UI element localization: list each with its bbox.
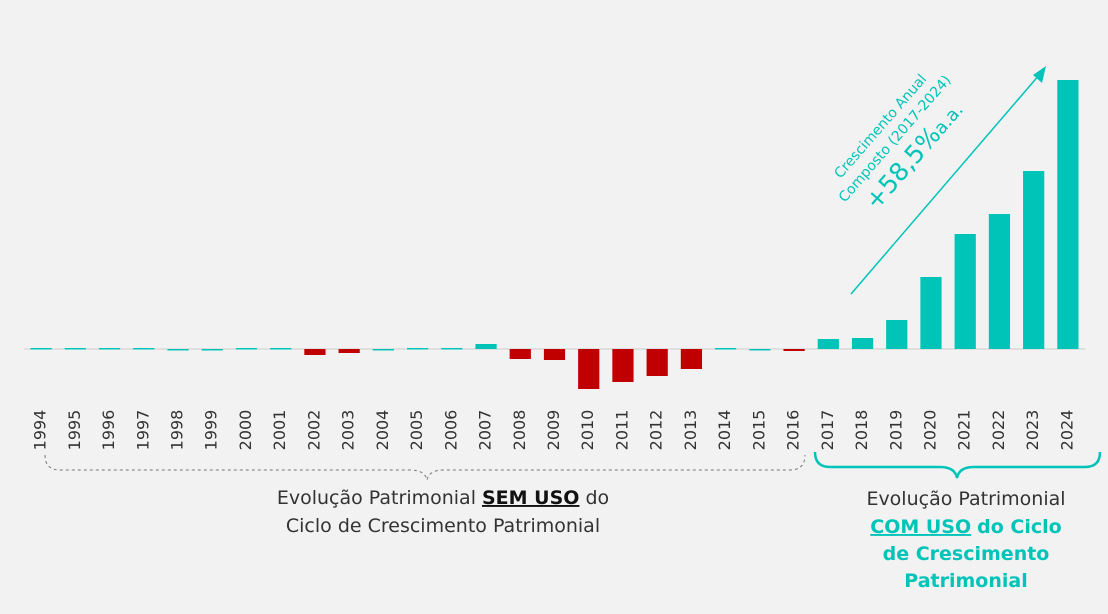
bar: [1023, 171, 1045, 349]
bar: [578, 349, 600, 389]
x-tick-label: 1995: [65, 410, 84, 451]
bar: [783, 349, 805, 351]
bar: [98, 348, 121, 350]
right-brace: [813, 451, 1102, 479]
right-note: Evolução Patrimonial: [866, 488, 1065, 510]
x-tick-label: 2020: [920, 410, 939, 451]
x-tick-label: 2017: [818, 410, 837, 451]
x-tick-label: 2007: [476, 410, 495, 451]
x-tick-label: 2002: [304, 410, 323, 451]
right-note: de Crescimento: [883, 543, 1050, 565]
bar: [133, 348, 155, 350]
x-tick-label: 2012: [647, 410, 666, 451]
x-tick-label: 2024: [1057, 410, 1076, 451]
x-tick-label: 2022: [989, 410, 1008, 451]
bar: [817, 339, 839, 349]
note-text: Evolução Patrimonial: [277, 487, 476, 509]
left-note: Ciclo de Crescimento Patrimonial: [286, 515, 600, 537]
x-tick-label: 2000: [236, 410, 255, 451]
x-tick-label: 2003: [339, 410, 358, 451]
bar: [338, 349, 360, 353]
bar: [441, 348, 463, 350]
bar: [646, 349, 668, 376]
x-tick-label: 2019: [886, 410, 905, 451]
bar: [304, 349, 326, 355]
bar: [64, 348, 86, 350]
x-tick-label: 1999: [202, 410, 221, 451]
left-brace: [44, 454, 806, 481]
bar: [749, 349, 771, 351]
x-tick-label: 2005: [407, 410, 426, 451]
note-emphasis: COM USO: [870, 516, 971, 538]
trend-arrow: [850, 73, 1041, 295]
note-emphasis: SEM USO: [482, 487, 579, 509]
bar: [372, 349, 394, 351]
x-tick-label: 1996: [99, 410, 118, 451]
x-tick-label: 2018: [852, 410, 871, 451]
x-tick-label: 1998: [168, 410, 187, 451]
x-tick-label: 2013: [681, 410, 700, 451]
left-note: Evolução Patrimonial SEM USO do: [277, 487, 609, 509]
x-tick-label: 2023: [1023, 410, 1042, 451]
note-text: do: [585, 487, 609, 509]
bar: [509, 349, 531, 359]
bar: [920, 277, 942, 349]
bar: [680, 349, 703, 369]
bar: [1057, 80, 1079, 349]
bar: [988, 214, 1011, 349]
note-text: do Ciclo: [977, 516, 1062, 538]
x-tick-label: 2021: [955, 410, 974, 451]
x-tick-label: 1997: [133, 410, 152, 451]
bar: [954, 234, 976, 349]
bar: [543, 349, 566, 360]
x-tick-label: 2008: [510, 410, 529, 451]
x-tick-label: 2016: [784, 410, 803, 451]
x-tick-label: 2010: [578, 410, 597, 451]
x-tick-label: 2015: [749, 410, 768, 451]
bar: [715, 348, 737, 350]
bar: [612, 349, 634, 382]
right-note: Patrimonial: [904, 570, 1027, 592]
bar: [167, 349, 189, 351]
x-tick-label: 2014: [715, 410, 734, 451]
bar: [851, 338, 874, 349]
x-tick-label: 2001: [270, 410, 289, 451]
bar: [270, 348, 292, 350]
x-tick-label: 2009: [544, 410, 563, 451]
right-note: COM USO do Ciclo: [870, 516, 1061, 538]
bar: [886, 320, 908, 349]
bar: [201, 349, 223, 351]
x-tick-label: 2006: [441, 410, 460, 451]
bar: [406, 348, 429, 350]
arrow-head: [1033, 66, 1046, 83]
bar: [235, 348, 258, 350]
x-tick-label: 2011: [612, 410, 631, 451]
bar: [475, 344, 497, 349]
x-tick-label: 1994: [31, 410, 50, 451]
x-tick-label: 2004: [373, 410, 392, 451]
bar: [30, 348, 52, 350]
